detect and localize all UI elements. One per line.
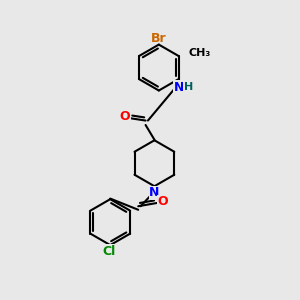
Text: O: O — [157, 195, 168, 208]
Text: N: N — [173, 81, 184, 94]
Text: Br: Br — [151, 32, 167, 45]
Text: H: H — [184, 82, 193, 92]
Text: Cl: Cl — [102, 245, 116, 258]
Text: N: N — [149, 186, 160, 199]
Text: O: O — [120, 110, 130, 123]
Text: CH₃: CH₃ — [188, 48, 210, 58]
